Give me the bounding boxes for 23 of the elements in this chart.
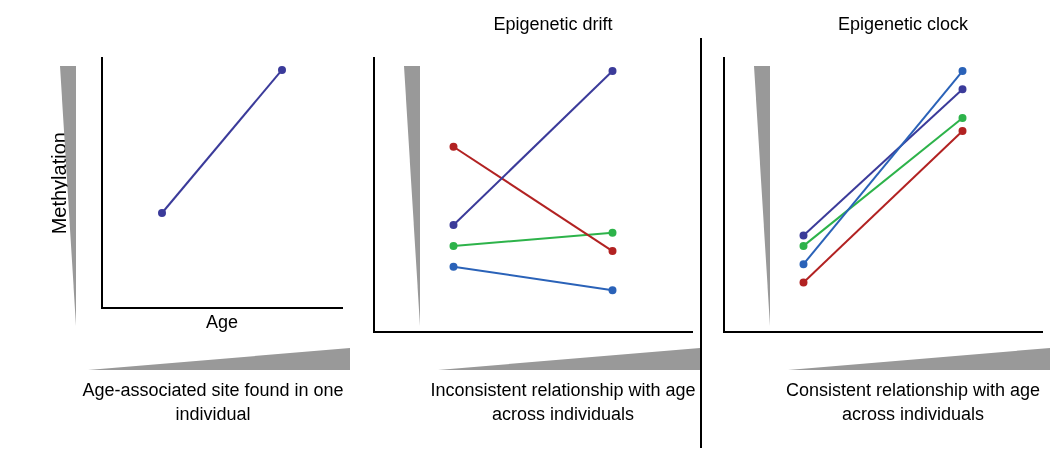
point: [608, 228, 617, 237]
point: [799, 241, 808, 250]
point: [958, 67, 967, 76]
text: Inconsistent relationship with age across individuals: [429, 379, 697, 426]
chart-title: Epigenetic drift: [492, 14, 614, 35]
text: Age-associated site found in one individual: [81, 379, 345, 426]
point: [608, 67, 617, 76]
point: [799, 278, 808, 287]
text: Consistent relationship with age across individuals: [784, 379, 1042, 426]
chart-title: Epigenetic clock: [836, 14, 970, 35]
y-axis-title: Methylation: [47, 132, 70, 235]
point: [958, 85, 967, 94]
point: [958, 127, 967, 136]
x-axis-title: Age: [205, 312, 239, 333]
point: [449, 241, 458, 250]
point: [799, 231, 808, 240]
point: [449, 262, 458, 271]
point: [449, 221, 458, 230]
point: [799, 260, 808, 269]
point: [449, 142, 458, 151]
point: [608, 247, 617, 256]
point: [958, 114, 967, 123]
point: [608, 286, 617, 295]
